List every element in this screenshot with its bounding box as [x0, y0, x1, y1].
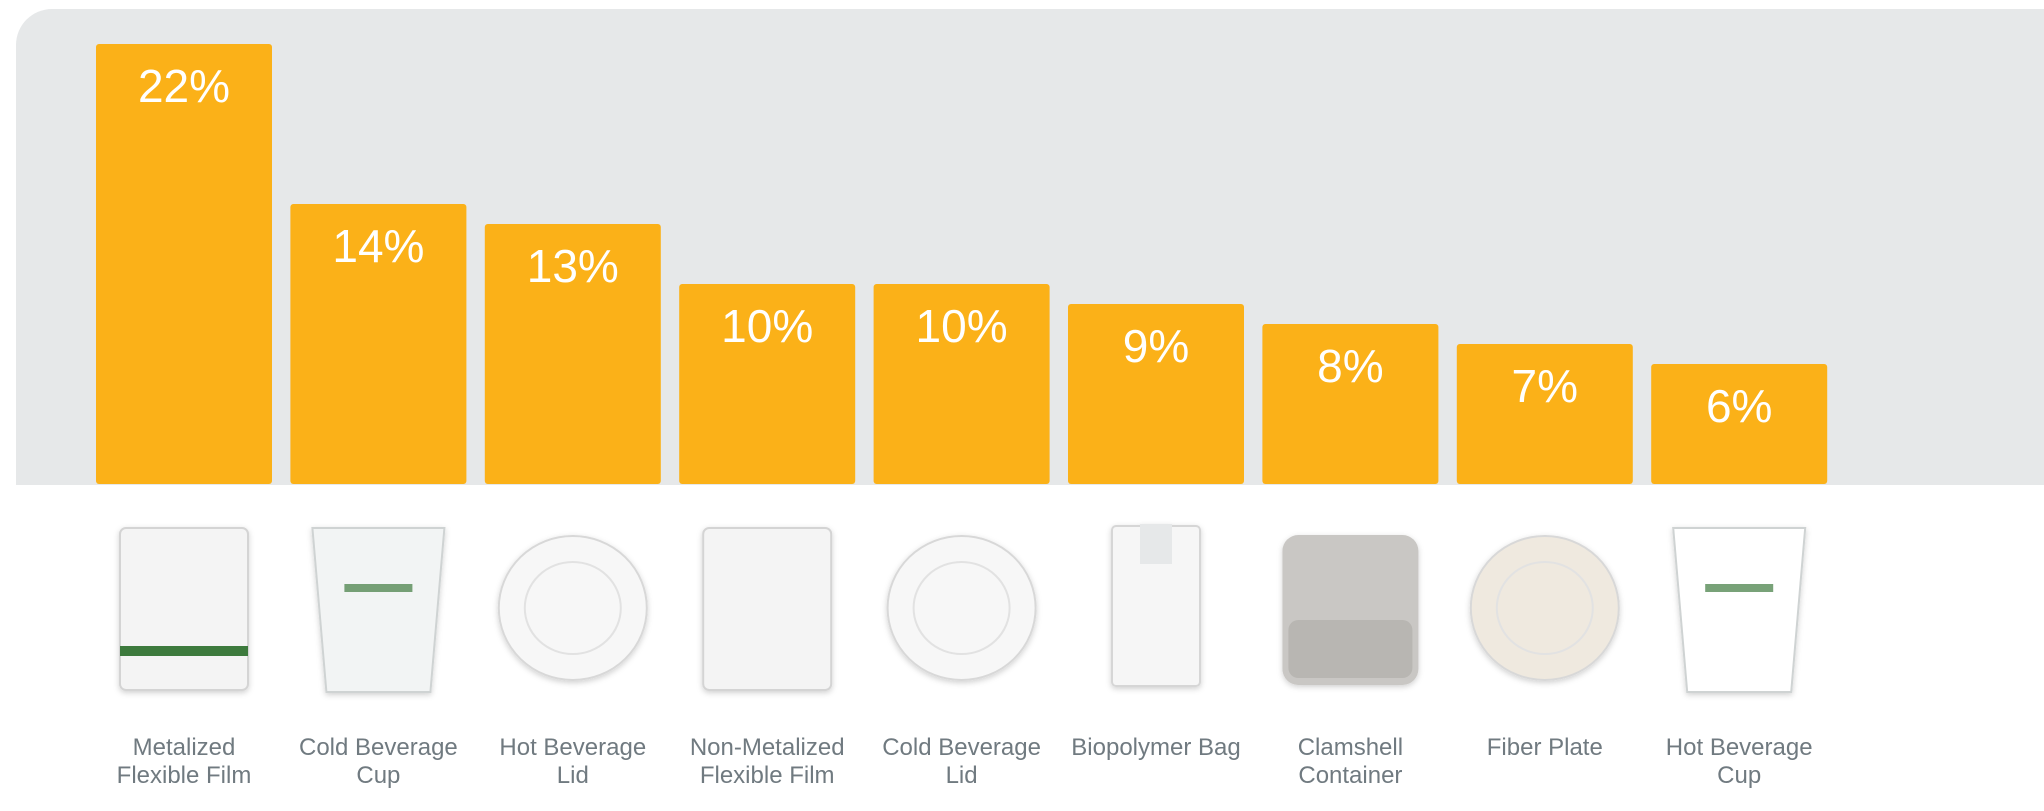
bar	[679, 284, 856, 484]
bar	[1651, 364, 1828, 484]
product-shape	[311, 527, 446, 693]
category-label: Non-Metalized Flexible Film	[689, 734, 845, 789]
bar	[1068, 304, 1244, 484]
bar	[1262, 324, 1439, 484]
product-shape	[886, 535, 1037, 681]
category-label: Hot Beverage Lid	[499, 734, 647, 789]
category-label: Fiber Plate	[1486, 734, 1603, 761]
value-label: 9%	[1123, 320, 1189, 372]
value-label: 22%	[138, 60, 230, 112]
category-label: Biopolymer Bag	[1071, 734, 1241, 761]
value-label: 7%	[1512, 360, 1578, 412]
bar	[484, 224, 661, 484]
value-label: 13%	[527, 240, 619, 292]
bar	[96, 44, 272, 484]
product-image	[702, 527, 833, 691]
product-detail	[1495, 561, 1594, 655]
category-label: Metalized Flexible Film	[116, 734, 252, 789]
product-detail	[1140, 524, 1172, 564]
product-shape	[1469, 535, 1620, 681]
product-image	[119, 527, 249, 691]
product-image	[1282, 535, 1419, 685]
product-shape	[1672, 527, 1807, 693]
category-label: Cold Beverage Lid	[882, 734, 1041, 789]
value-label: 14%	[332, 220, 424, 272]
product-detail	[912, 561, 1011, 655]
product-image	[311, 527, 446, 693]
product-shape	[702, 527, 833, 691]
product-detail	[1288, 620, 1413, 678]
category-label: Clamshell Container	[1297, 734, 1404, 789]
value-label: 8%	[1317, 340, 1383, 392]
value-label: 10%	[721, 300, 813, 352]
product-shape	[497, 535, 648, 681]
product-image	[886, 535, 1037, 681]
product-image	[1469, 535, 1620, 681]
product-detail	[1705, 584, 1774, 592]
value-label: 6%	[1706, 380, 1772, 432]
product-image	[1672, 527, 1807, 693]
category-label: Hot Beverage Cup	[1665, 734, 1813, 789]
product-shape	[119, 527, 249, 691]
product-detail	[344, 584, 413, 592]
product-detail	[523, 561, 622, 655]
value-label: 10%	[916, 300, 1008, 352]
category-label: Cold Beverage Cup	[299, 734, 458, 789]
product-image	[497, 535, 648, 681]
bar	[290, 204, 467, 484]
product-image	[1111, 524, 1201, 687]
bar	[1456, 344, 1633, 484]
bar	[873, 284, 1050, 484]
product-detail	[120, 646, 248, 656]
